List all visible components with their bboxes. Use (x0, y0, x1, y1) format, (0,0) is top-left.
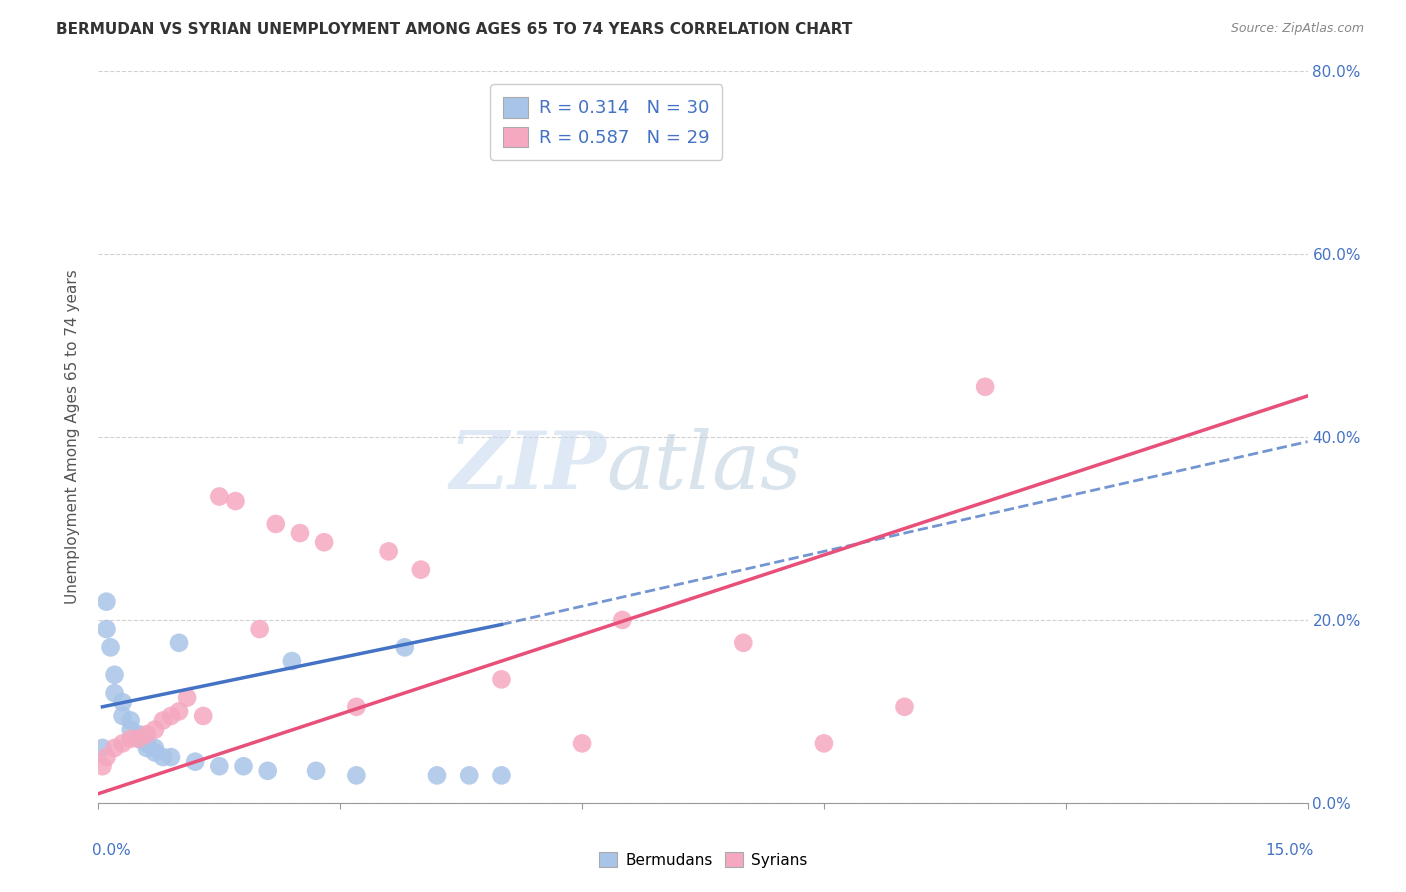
Legend: Bermudans, Syrians: Bermudans, Syrians (592, 844, 814, 875)
Point (893, 699, 915, 714)
Point (184, 755, 207, 769)
Point (103, 667, 125, 681)
Point (733, 636, 755, 650)
Text: BERMUDAN VS SYRIAN UNEMPLOYMENT AMONG AGES 65 TO 74 YEARS CORRELATION CHART: BERMUDAN VS SYRIAN UNEMPLOYMENT AMONG AG… (56, 22, 852, 37)
Point (224, 494, 246, 508)
Point (813, 736, 835, 750)
Point (232, 759, 254, 773)
Point (135, 736, 157, 750)
Point (120, 723, 142, 737)
Text: 0.0%: 0.0% (93, 843, 131, 858)
Point (96, 622, 118, 636)
Point (249, 622, 271, 636)
Point (135, 740, 157, 755)
Point (152, 714, 174, 728)
Point (264, 516, 287, 531)
Point (96, 594, 118, 608)
Point (409, 563, 432, 577)
Point (288, 526, 311, 541)
Point (103, 686, 125, 700)
Point (96, 750, 118, 764)
Point (305, 764, 328, 778)
Point (458, 768, 481, 782)
Point (167, 705, 190, 719)
Point (256, 764, 278, 778)
Point (103, 740, 125, 755)
Point (111, 736, 134, 750)
Point (128, 731, 150, 746)
Point (314, 535, 336, 549)
Point (160, 709, 183, 723)
Point (344, 768, 367, 782)
Point (160, 750, 183, 764)
Point (974, 380, 997, 394)
Point (491, 673, 513, 687)
Point (208, 759, 231, 773)
Point (612, 613, 634, 627)
Point (281, 654, 304, 668)
Point (571, 736, 593, 750)
Point (91, 759, 114, 773)
Point (394, 640, 416, 655)
Point (91, 740, 114, 755)
Point (120, 731, 142, 746)
Point (135, 727, 157, 741)
Point (208, 490, 231, 504)
Point (152, 750, 174, 764)
Text: 15.0%: 15.0% (1265, 843, 1313, 858)
Point (111, 695, 134, 709)
Point (426, 768, 449, 782)
Point (143, 746, 166, 760)
Point (344, 699, 367, 714)
Point (491, 768, 513, 782)
Point (143, 740, 166, 755)
Point (193, 709, 215, 723)
Legend: R = 0.314   N = 30, R = 0.587   N = 29: R = 0.314 N = 30, R = 0.587 N = 29 (491, 84, 723, 160)
Point (100, 640, 122, 655)
Point (176, 690, 198, 705)
Point (167, 636, 190, 650)
Point (120, 714, 142, 728)
Text: atlas: atlas (606, 427, 801, 505)
Point (377, 544, 399, 558)
Point (128, 731, 150, 746)
Text: Source: ZipAtlas.com: Source: ZipAtlas.com (1230, 22, 1364, 36)
Point (128, 727, 150, 741)
Point (143, 723, 166, 737)
Text: ZIP: ZIP (450, 427, 606, 505)
Y-axis label: Unemployment Among Ages 65 to 74 years: Unemployment Among Ages 65 to 74 years (65, 269, 80, 605)
Point (111, 709, 134, 723)
